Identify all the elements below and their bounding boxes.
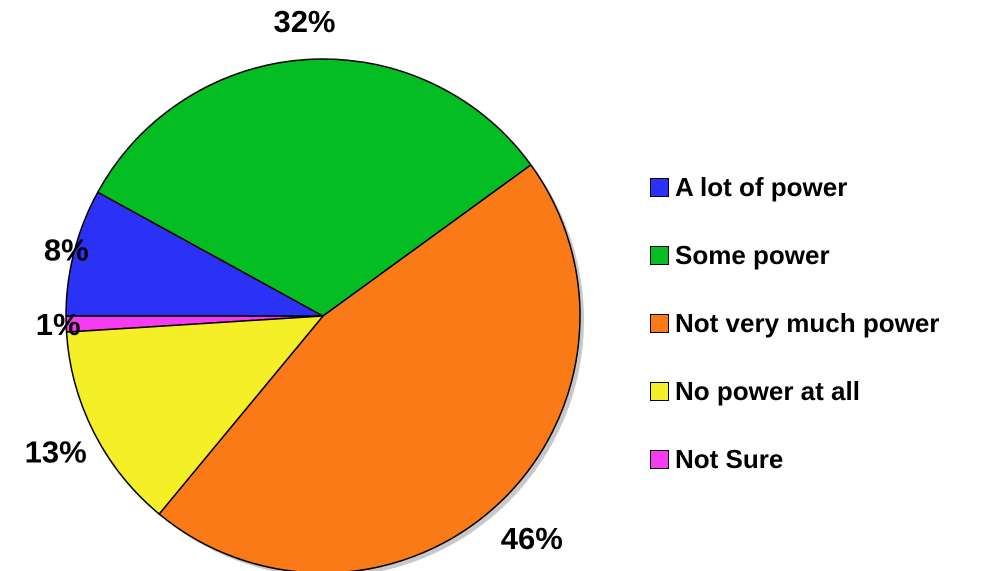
legend-swatch-some-power: [650, 245, 669, 265]
pct-label-not-very-much-power: 46%: [501, 521, 563, 556]
legend-item-not-sure: Not Sure: [650, 443, 939, 474]
legend-item-some-power: Some power: [650, 239, 939, 270]
legend-label: Not very much power: [675, 307, 940, 338]
legend-swatch-no-power-at-all: [650, 381, 669, 401]
legend-label: Not Sure: [675, 443, 784, 474]
legend-label: A lot of power: [675, 171, 848, 202]
pie-slice-no-power-at-all: [65, 315, 324, 515]
pct-label-not-sure: 1%: [36, 307, 81, 342]
legend-swatch-not-sure: [650, 449, 669, 469]
legend-swatch-not-very-much-power: [650, 313, 669, 333]
pie-slice-not-very-much-power: [158, 164, 581, 571]
legend-item-not-very-much-power: Not very much power: [650, 307, 940, 338]
legend-label: No power at all: [675, 375, 860, 406]
legend-item-a-lot-of-power: A lot of power: [650, 171, 939, 202]
legend-swatch-a-lot-of-power: [650, 177, 669, 197]
pct-label-no-power-at-all: 13%: [25, 435, 87, 470]
legend-item-no-power-at-all: No power at all: [650, 375, 939, 406]
pct-label-some-power: 32%: [273, 4, 335, 39]
legend-label: Some power: [675, 239, 830, 270]
pct-label-a-lot-of-power: 8%: [44, 233, 89, 268]
pie-slice-some-power: [97, 58, 532, 317]
legend: A lot of power Some power Not very much …: [650, 171, 940, 514]
pie-slice-a-lot-of-power: [65, 191, 324, 317]
